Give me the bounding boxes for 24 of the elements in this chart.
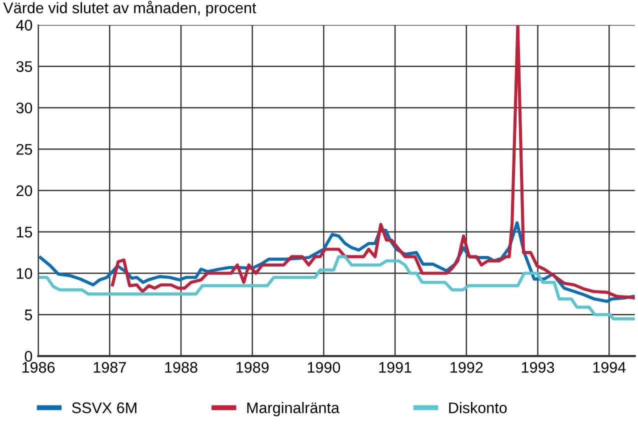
chart-title: Värde vid slutet av månaden, procent [3, 0, 256, 16]
y-tick-label: 5 [24, 310, 32, 320]
y-tick-label: 30 [16, 102, 32, 114]
x-tick-label: 1991 [379, 362, 412, 373]
x-tick-label: 1987 [94, 362, 126, 373]
line-series [38, 255, 635, 320]
x-tick-label: 1986 [22, 362, 55, 373]
line-series [110, 24, 635, 300]
x-tick-label: 1990 [308, 362, 340, 373]
x-tick-label: 1992 [450, 362, 483, 373]
legend-label: Marginalränta [247, 402, 340, 416]
legend-label: Diskonto [449, 402, 507, 414]
x-tick-label: 1993 [522, 362, 554, 373]
y-tick-label: 20 [16, 185, 32, 196]
y-tick-label: 25 [16, 144, 32, 155]
y-tick-label: 10 [16, 268, 32, 279]
legend-label: SSVX 6M [72, 402, 136, 414]
y-tick-label: 0 [24, 350, 32, 362]
x-tick-label: 1989 [236, 362, 269, 373]
x-tick-label: 1988 [165, 362, 198, 373]
y-tick-label: 15 [16, 226, 32, 238]
y-tick-label: 40 [16, 20, 32, 31]
x-tick-label: 1994 [593, 362, 626, 373]
y-tick-label: 35 [16, 61, 32, 72]
